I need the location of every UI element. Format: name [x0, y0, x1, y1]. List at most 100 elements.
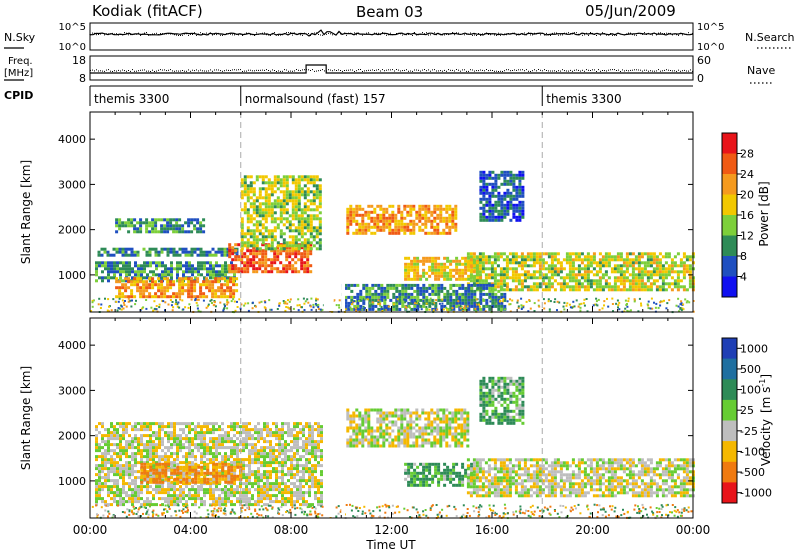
power-cell — [434, 262, 438, 266]
velocity-cell — [179, 422, 182, 426]
power-cell — [178, 292, 182, 296]
power-cell — [297, 199, 301, 203]
power-cell — [458, 292, 462, 296]
power-cell — [445, 219, 449, 223]
power-cell — [410, 265, 414, 269]
power-cell — [658, 270, 662, 274]
nave-dot — [316, 70, 317, 72]
nsearch-dot — [164, 33, 165, 35]
power-cell — [110, 309, 113, 312]
power-cell — [550, 252, 554, 256]
power-cell — [395, 298, 399, 302]
nsearch-dot — [146, 32, 147, 33]
power-cell — [270, 214, 274, 218]
velocity-cell — [128, 467, 131, 471]
power-cell — [677, 305, 680, 308]
velocity-cell — [155, 443, 158, 447]
power-cell — [124, 286, 128, 290]
power-cell — [377, 283, 381, 287]
power-cell — [403, 228, 407, 232]
power-cell — [249, 264, 253, 268]
power-cell — [580, 302, 583, 305]
nsearch-dot — [142, 33, 143, 35]
velocity-cell — [203, 467, 206, 471]
power-cell — [171, 309, 174, 312]
power-cell — [520, 285, 524, 289]
nave-dot — [362, 71, 363, 72]
power-cell — [407, 262, 411, 266]
power-cell — [240, 252, 244, 256]
power-cell — [682, 270, 686, 274]
power-cell — [457, 300, 460, 303]
power-cell — [118, 250, 122, 254]
power-cell — [383, 307, 387, 311]
power-cell — [428, 259, 432, 263]
velocity-cell — [134, 476, 137, 480]
power-cell — [130, 280, 134, 284]
power-cell — [285, 258, 289, 262]
power-cell — [344, 308, 347, 311]
velocity-cell — [137, 443, 140, 447]
power-cell — [309, 214, 313, 218]
power-cell — [175, 218, 179, 222]
power-cell — [497, 176, 501, 180]
power-cell — [160, 218, 164, 222]
power-cell — [384, 298, 387, 301]
velocity-cell — [191, 497, 194, 501]
power-cell — [128, 267, 131, 271]
power-cell — [615, 302, 618, 305]
power-cell — [488, 194, 492, 198]
power-cell — [493, 282, 497, 286]
nave-dot — [140, 69, 141, 71]
power-cell — [611, 297, 614, 300]
power-cell — [487, 255, 491, 259]
power-cell — [577, 288, 581, 292]
power-cell — [368, 304, 372, 308]
power-cell — [598, 288, 602, 292]
power-cell — [312, 303, 315, 306]
power-cell — [178, 253, 182, 257]
nsearch-dot — [174, 34, 175, 36]
power-cell — [131, 276, 134, 280]
power-cell — [358, 222, 362, 226]
velocity-cell — [110, 491, 113, 495]
velocity-cell — [104, 467, 107, 471]
power-cell — [491, 304, 495, 308]
power-cell — [270, 193, 274, 197]
power-cell — [240, 255, 244, 259]
nave-dot — [190, 70, 191, 72]
power-cell — [209, 261, 212, 265]
nave-dot — [606, 70, 607, 72]
nave-dot — [162, 69, 163, 71]
date-title: 05/Jun/2009 — [585, 2, 676, 20]
power-cell — [619, 279, 623, 283]
power-cell — [619, 273, 623, 277]
power-cell — [199, 224, 203, 228]
power-cell — [521, 209, 525, 213]
power-cell — [306, 217, 310, 221]
power-cell — [276, 255, 280, 259]
power-cell — [418, 213, 422, 217]
power-cell — [670, 261, 674, 265]
power-cell — [442, 231, 446, 235]
nsearch-dot — [592, 32, 593, 34]
power-cell — [409, 213, 413, 217]
nave-dot — [498, 71, 499, 72]
power-cell — [196, 304, 199, 307]
nsearch-dot — [100, 33, 101, 35]
power-cell — [282, 270, 286, 274]
power-cell — [294, 211, 298, 215]
power-cell — [502, 298, 505, 300]
power-cell — [533, 310, 536, 312]
power-cell — [200, 264, 203, 268]
power-cell — [169, 286, 173, 290]
power-cell — [246, 187, 250, 191]
velocity-cell — [200, 461, 203, 465]
power-cell — [448, 207, 452, 211]
power-cell — [601, 273, 605, 277]
power-cell — [267, 264, 271, 268]
power-cell — [661, 276, 665, 280]
power-cell — [240, 267, 244, 271]
nsearch-dot — [624, 34, 625, 36]
